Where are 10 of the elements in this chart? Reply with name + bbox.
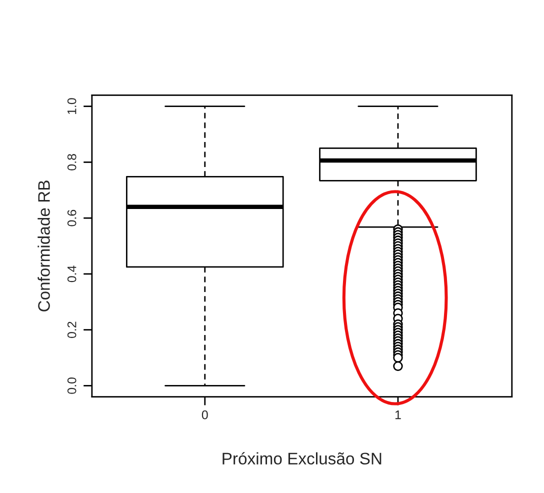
y-tick-label: 0.2 (67, 322, 76, 338)
x-tick-label: 0 (202, 410, 208, 420)
y-tick-label: 1.0 (67, 98, 76, 114)
y-tick-label: 0.4 (67, 266, 76, 282)
x-axis-title: Próximo Exclusão SN (222, 452, 382, 465)
y-tick-label: 0.8 (67, 154, 76, 170)
y-tick-label: 0.0 (67, 377, 76, 394)
x-tick-label: 1 (395, 410, 401, 420)
y-axis-title: Conformidade RB (38, 180, 50, 312)
y-tick-label: 0.6 (67, 210, 76, 226)
